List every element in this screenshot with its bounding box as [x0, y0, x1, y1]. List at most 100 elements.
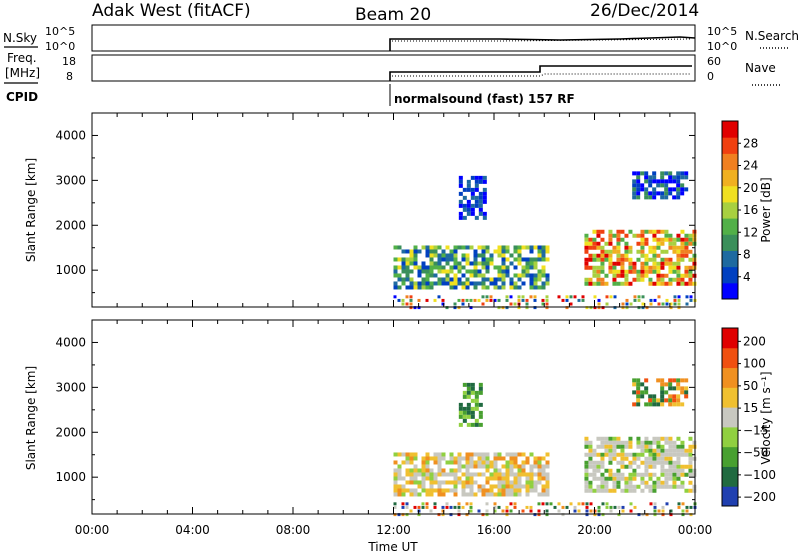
data-pixel: [449, 480, 454, 485]
data-pixel: [521, 509, 525, 513]
data-pixel: [393, 295, 397, 299]
data-pixel: [433, 452, 438, 457]
data-pixel: [565, 306, 569, 310]
data-pixel: [592, 237, 597, 242]
data-pixel: [588, 277, 593, 282]
data-pixel: [489, 460, 494, 465]
data-pixel: [461, 472, 466, 477]
data-pixel: [501, 456, 506, 461]
data-pixel: [462, 215, 467, 220]
data-pixel: [517, 273, 522, 278]
data-pixel: [604, 448, 609, 453]
data-pixel: [401, 249, 406, 254]
data-pixel: [485, 245, 490, 250]
data-pixel: [401, 265, 406, 270]
data-pixel: [466, 187, 471, 192]
data-pixel: [489, 257, 494, 262]
data-pixel: [656, 448, 661, 453]
data-pixel: [453, 245, 458, 250]
data-pixel: [481, 488, 486, 493]
data-pixel: [541, 468, 546, 473]
data-pixel: [588, 452, 593, 457]
data-pixel: [584, 265, 589, 270]
noise-tick-left-bottom: 10^0: [45, 40, 75, 53]
data-pixel: [652, 472, 657, 477]
data-pixel: [596, 273, 601, 278]
data-pixel: [541, 285, 546, 290]
data-pixel: [397, 452, 402, 457]
data-pixel: [469, 472, 474, 477]
data-pixel: [482, 199, 487, 204]
data-pixel: [593, 513, 597, 517]
data-pixel: [429, 281, 434, 286]
data-pixel: [533, 245, 538, 250]
data-pixel: [493, 509, 497, 513]
data-pixel: [501, 480, 506, 485]
data-pixel: [397, 492, 402, 497]
data-pixel: [688, 249, 693, 254]
data-pixel: [616, 452, 621, 457]
data-pixel: [669, 513, 673, 517]
data-pixel: [541, 476, 546, 481]
data-pixel: [393, 476, 398, 481]
data-pixel: [474, 187, 479, 192]
data-pixel: [584, 261, 589, 266]
cpid-text: normalsound (fast) 157 RF: [394, 92, 575, 106]
data-pixel: [632, 468, 637, 473]
data-pixel: [409, 285, 414, 290]
data-pixel: [676, 378, 681, 383]
data-pixel: [588, 456, 593, 461]
data-pixel: [656, 440, 661, 445]
data-pixel: [453, 480, 458, 485]
data-pixel: [692, 261, 697, 266]
data-pixel: [613, 306, 617, 310]
data-pixel: [660, 472, 665, 477]
data-pixel: [517, 257, 522, 262]
data-pixel: [517, 472, 522, 477]
data-pixel: [525, 492, 530, 497]
data-pixel: [640, 448, 645, 453]
data-pixel: [632, 488, 637, 493]
data-pixel: [505, 295, 509, 299]
data-pixel: [405, 505, 409, 509]
data-pixel: [470, 207, 475, 212]
data-pixel: [462, 203, 467, 208]
data-pixel: [441, 265, 446, 270]
data-pixel: [680, 253, 685, 258]
data-pixel: [664, 456, 669, 461]
data-pixel: [596, 245, 601, 250]
data-pixel: [620, 476, 625, 481]
data-pixel: [462, 390, 467, 395]
data-pixel: [473, 249, 478, 254]
data-pixel: [429, 476, 434, 481]
data-pixel: [505, 273, 510, 278]
data-pixel: [481, 456, 486, 461]
data-pixel: [437, 265, 442, 270]
date-title: 26/Dec/2014: [590, 1, 699, 21]
data-pixel: [465, 452, 470, 457]
data-pixel: [609, 505, 613, 509]
data-pixel: [425, 456, 430, 461]
data-pixel: [641, 302, 645, 306]
data-pixel: [668, 265, 673, 270]
data-pixel: [469, 261, 474, 266]
data-pixel: [629, 502, 633, 506]
data-pixel: [616, 245, 621, 250]
data-pixel: [505, 298, 509, 302]
data-pixel: [537, 472, 542, 477]
data-pixel: [469, 456, 474, 461]
data-pixel: [393, 281, 398, 286]
data-pixel: [648, 398, 653, 403]
data-pixel: [469, 306, 473, 310]
data-pixel: [537, 480, 542, 485]
data-pixel: [545, 298, 549, 302]
data-pixel: [513, 452, 518, 457]
data-pixel: [632, 187, 637, 192]
data-pixel: [545, 488, 550, 493]
data-pixel: [541, 488, 546, 493]
data-pixel: [466, 183, 471, 188]
data-pixel: [684, 253, 689, 258]
data-pixel: [636, 179, 641, 184]
data-pixel: [652, 257, 657, 262]
